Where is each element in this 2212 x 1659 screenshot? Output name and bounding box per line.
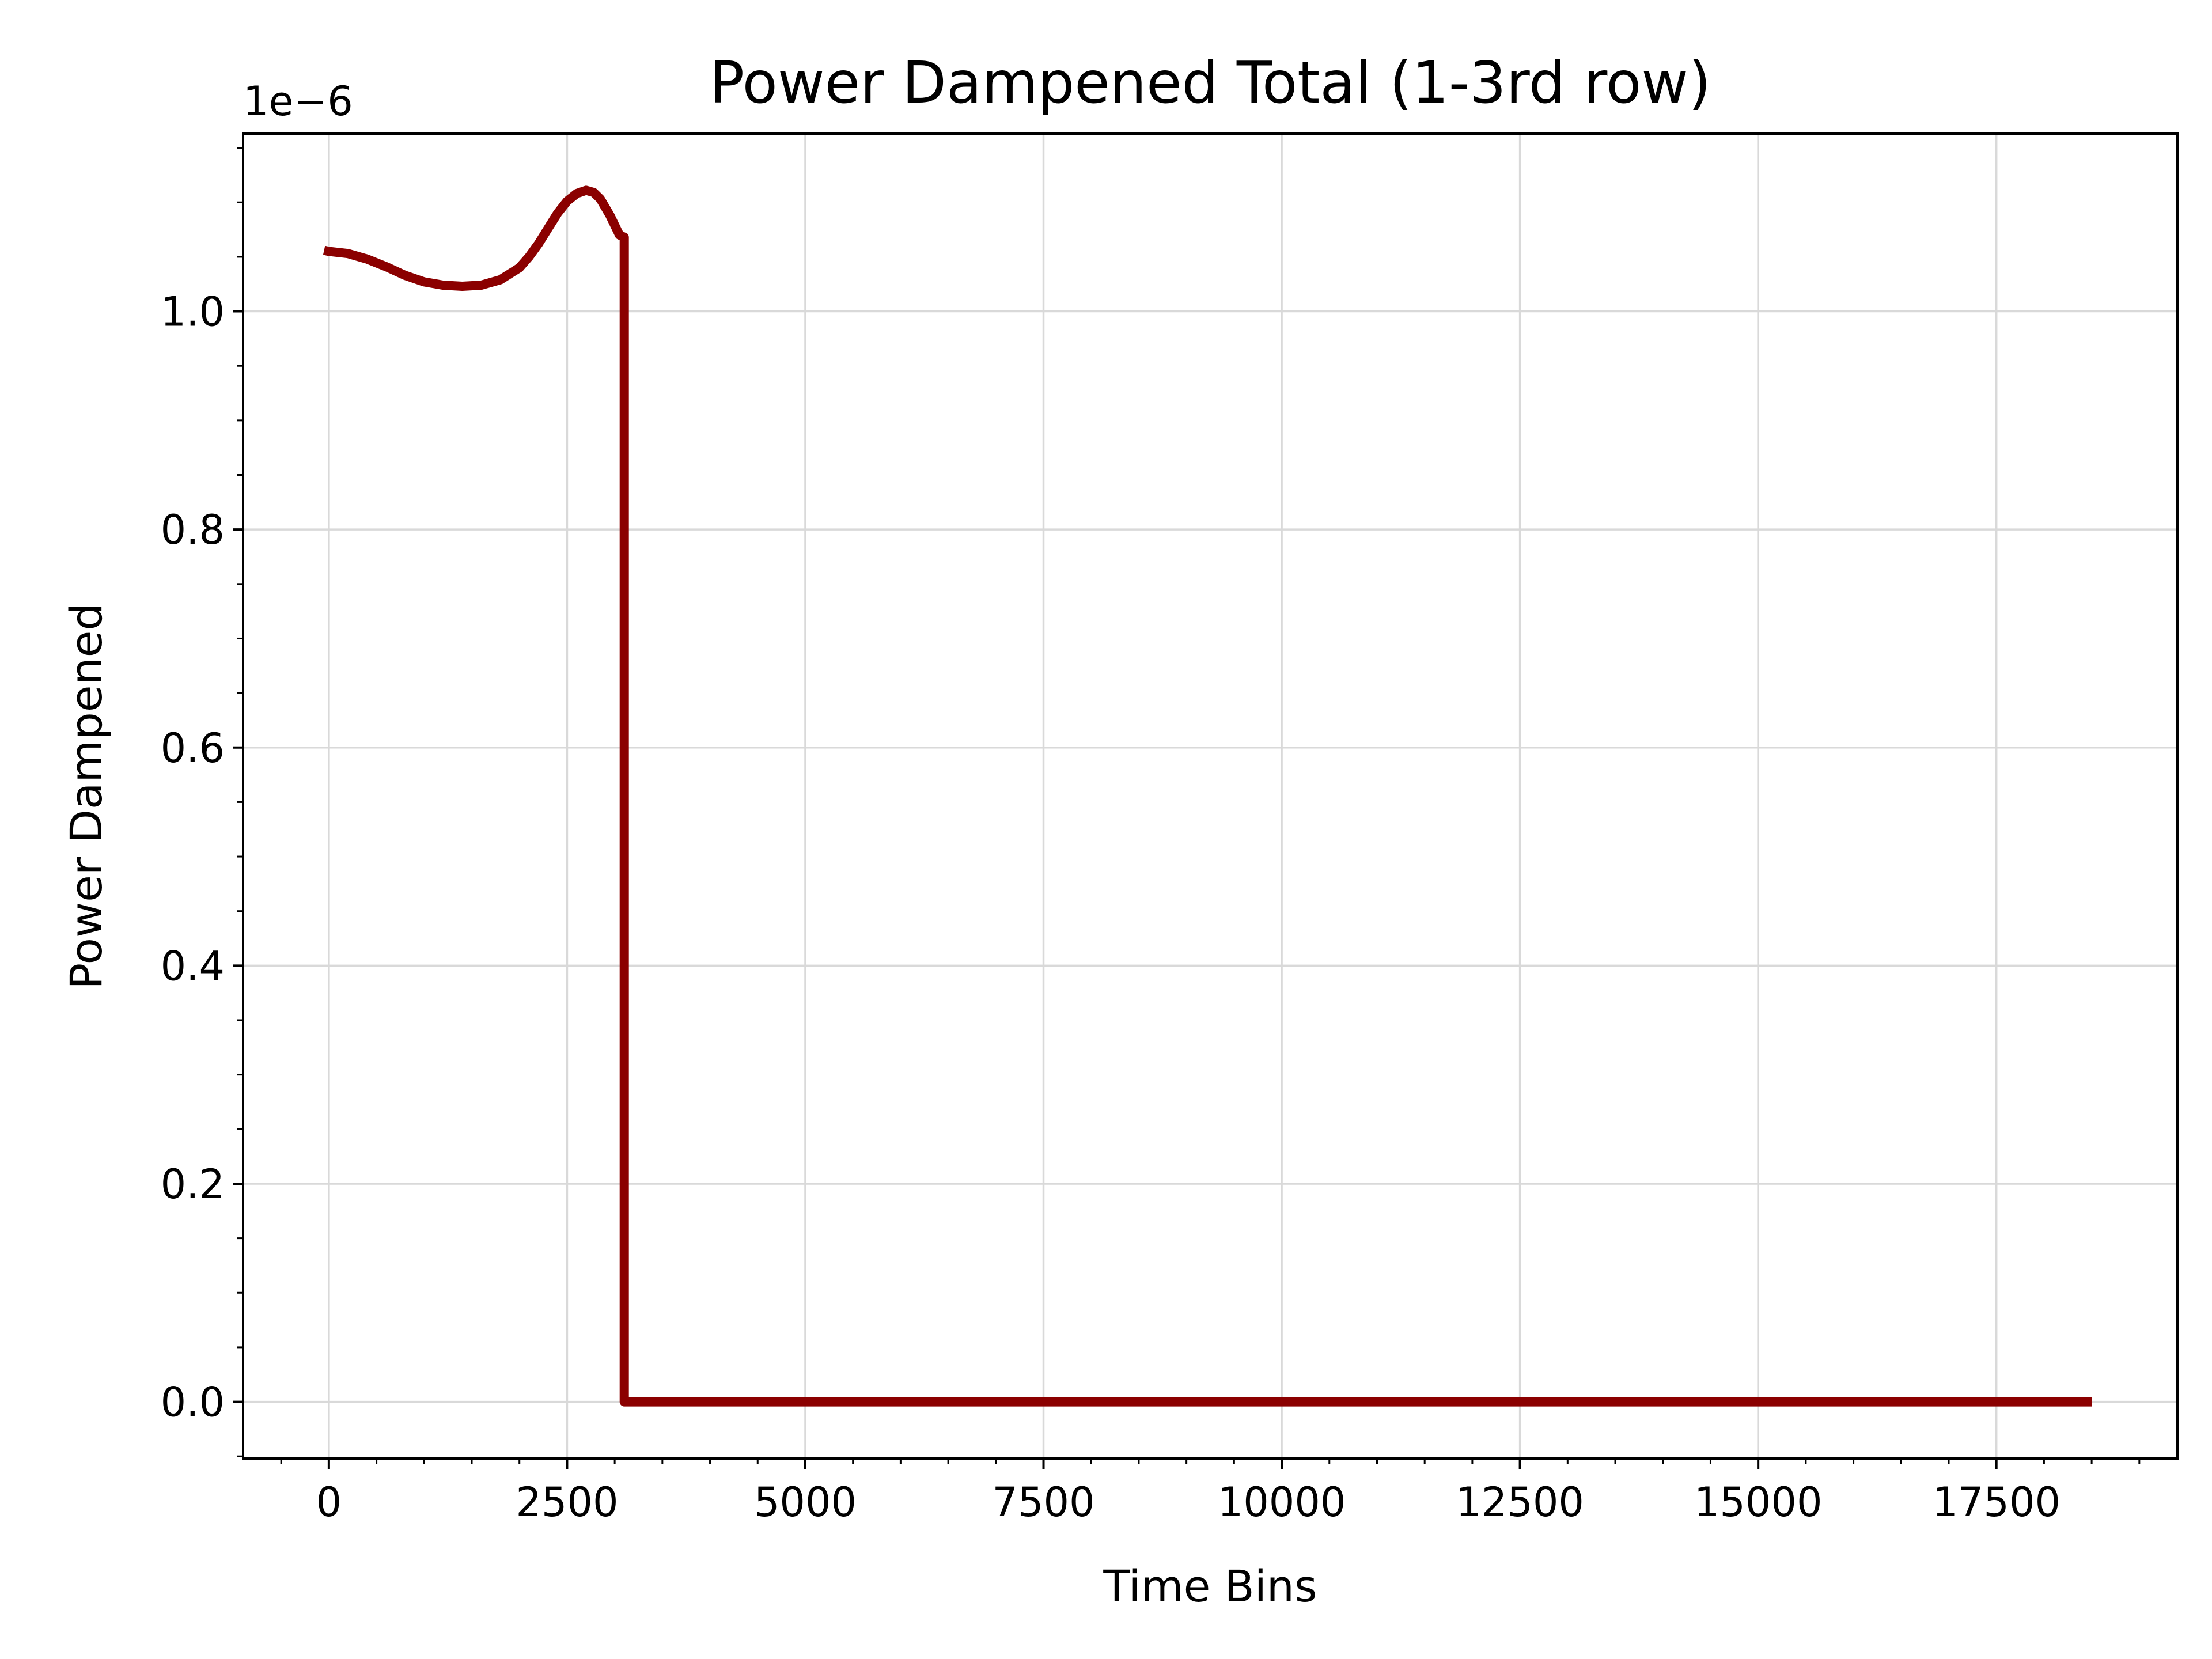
y-axis: 0.0 0.2 0.4 0.6 0.8 1.0 <box>161 147 243 1457</box>
y-axis-offset-text: 1e−6 <box>243 78 353 125</box>
grid <box>243 134 2177 1459</box>
y-tick-label: 1.0 <box>161 289 225 336</box>
y-tick-label: 0.8 <box>161 506 225 554</box>
x-tick-label: 10000 <box>1218 1479 1346 1526</box>
series-layer <box>323 185 2092 1407</box>
x-axis: 0 2500 5000 7500 10000 12500 15000 17500 <box>280 1459 2141 1526</box>
x-tick-label: 17500 <box>1932 1479 2061 1526</box>
x-tick-label: 12500 <box>1456 1479 1584 1526</box>
x-tick-label: 2500 <box>516 1479 618 1526</box>
y-tick-label: 0.2 <box>161 1161 225 1208</box>
y-tick-label: 0.6 <box>161 725 225 772</box>
x-tick-label: 15000 <box>1694 1479 1823 1526</box>
chart-title: Power Dampened Total (1-3rd row) <box>710 49 1711 116</box>
y-axis-label: Power Dampened <box>60 603 112 989</box>
x-tick-label: 5000 <box>754 1479 857 1526</box>
y-tick-label: 0.4 <box>161 942 225 990</box>
plot-frame <box>242 132 2179 1460</box>
y-tick-label: 0.0 <box>161 1379 225 1426</box>
x-axis-label: Time Bins <box>1103 1560 1317 1612</box>
x-tick-label: 0 <box>316 1479 342 1526</box>
series-line <box>323 185 2092 1407</box>
x-tick-label: 7500 <box>992 1479 1094 1526</box>
